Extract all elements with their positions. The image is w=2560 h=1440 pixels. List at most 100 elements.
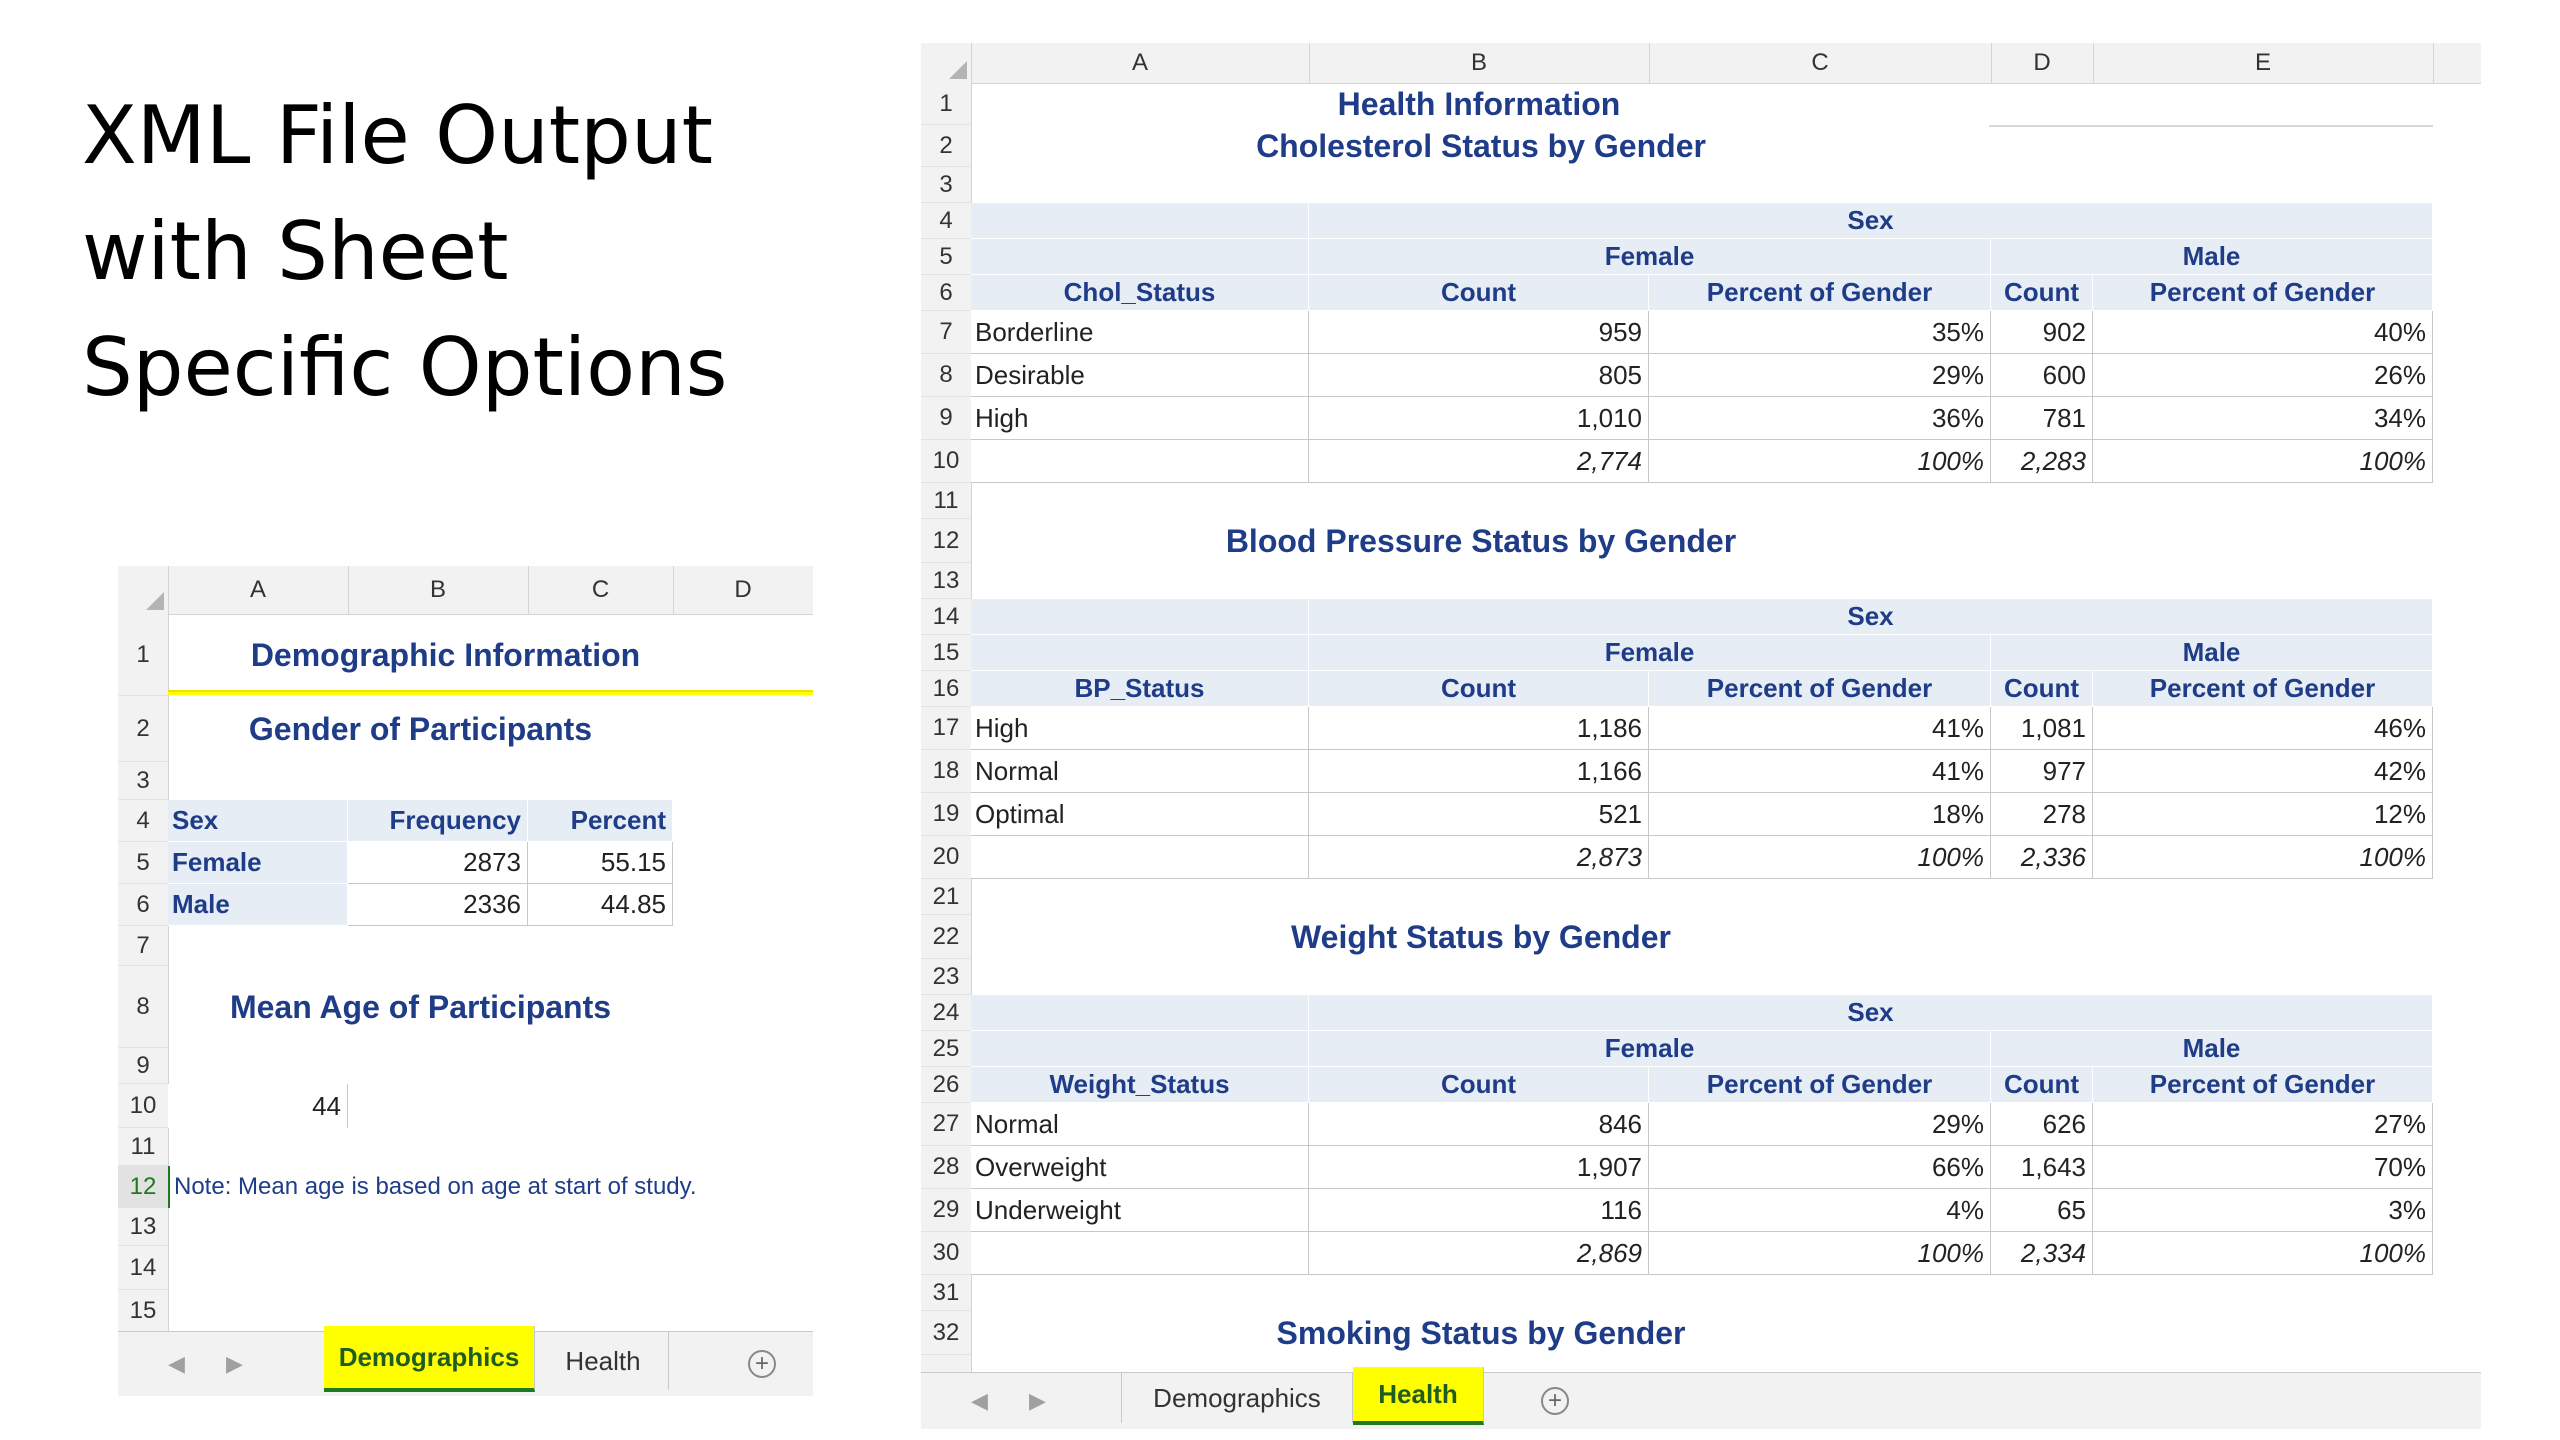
female-count-cell: 1,907 <box>1309 1146 1649 1189</box>
section-title: Blood Pressure Status by Gender <box>1225 522 1737 559</box>
row-header[interactable]: 9 <box>921 397 971 440</box>
tab-health[interactable]: Health <box>538 1332 669 1390</box>
row-header[interactable]: 14 <box>118 1246 168 1290</box>
row-header[interactable]: 15 <box>921 635 971 671</box>
column-header-a[interactable]: A <box>971 43 1310 83</box>
male-percent-cell: 12% <box>2093 793 2433 836</box>
row-header[interactable]: 12 <box>118 1166 168 1208</box>
female-count-cell: 846 <box>1309 1103 1649 1146</box>
column-header-c[interactable]: C <box>1649 43 1992 83</box>
row-header[interactable]: 27 <box>921 1103 971 1146</box>
row-header[interactable]: 3 <box>118 762 168 800</box>
section-title: Weight Status by Gender <box>1291 918 1671 955</box>
column-header-c[interactable]: C <box>528 566 674 614</box>
row-header[interactable]: 20 <box>921 836 971 879</box>
row-header[interactable]: 17 <box>921 707 971 750</box>
female-total-count-cell: 2,873 <box>1309 836 1649 879</box>
section-title: Gender of Participants <box>248 710 593 747</box>
row-header[interactable]: 11 <box>921 483 971 519</box>
row-header[interactable]: 4 <box>921 203 971 239</box>
row-header[interactable]: 23 <box>921 959 971 995</box>
row-header[interactable]: 5 <box>921 239 971 275</box>
male-percent-cell: 3% <box>2093 1189 2433 1232</box>
female-header: Female <box>1309 1031 1991 1067</box>
column-header-a[interactable]: A <box>168 566 349 614</box>
row-header[interactable]: 30 <box>921 1232 971 1275</box>
row-header[interactable]: 2 <box>921 125 971 167</box>
row-header[interactable]: 11 <box>118 1128 168 1166</box>
column-header-d[interactable]: D <box>1991 43 2094 83</box>
sheet-title: Health Information <box>1337 85 1621 122</box>
male-total-percent-cell: 100% <box>2093 440 2433 483</box>
row-label-cell: Overweight <box>971 1146 1309 1189</box>
row-header[interactable]: 28 <box>921 1146 971 1189</box>
add-sheet-icon[interactable]: + <box>748 1350 776 1378</box>
row-header[interactable]: 9 <box>118 1048 168 1084</box>
row-header[interactable]: 29 <box>921 1189 971 1232</box>
row-header[interactable]: 16 <box>921 671 971 707</box>
row-header-gutter: 1 2 3 4 5 6 7 8 9 10 11 12 13 14 15 <box>118 614 169 1332</box>
female-total-percent-cell: 100% <box>1649 440 1991 483</box>
row-header[interactable]: 10 <box>118 1084 168 1128</box>
column-header-b[interactable]: B <box>348 566 529 614</box>
row-header[interactable]: 21 <box>921 879 971 915</box>
tab-scroll-right-icon[interactable]: ▶ <box>1029 1388 1046 1413</box>
select-all-corner[interactable] <box>921 43 972 83</box>
total-label-cell <box>971 1232 1309 1275</box>
tab-demographics[interactable]: Demographics <box>1121 1373 1353 1423</box>
row-header[interactable]: 14 <box>921 599 971 635</box>
row-header[interactable]: 26 <box>921 1067 971 1103</box>
section-title: Smoking Status by Gender <box>1276 1314 1686 1351</box>
sex-header: Sex <box>1309 995 2433 1031</box>
row-header[interactable]: 10 <box>921 440 971 483</box>
row-header[interactable]: 4 <box>118 800 168 842</box>
select-all-corner[interactable] <box>118 566 169 614</box>
row-header[interactable]: 15 <box>118 1290 168 1332</box>
row-header[interactable]: 6 <box>921 275 971 311</box>
add-sheet-icon[interactable]: + <box>1541 1387 1569 1415</box>
male-count-cell: 902 <box>1991 311 2093 354</box>
slide-title: XML File Output with Sheet Specific Opti… <box>82 89 728 414</box>
percent-cell: 55.15 <box>528 842 673 884</box>
gridline <box>1989 125 2433 127</box>
row-label-cell: Desirable <box>971 354 1309 397</box>
column-header-e[interactable]: E <box>2093 43 2434 83</box>
male-total-count-cell: 2,336 <box>1991 836 2093 879</box>
row-header[interactable]: 8 <box>118 966 168 1048</box>
row-header[interactable]: 7 <box>921 311 971 354</box>
column-header-b[interactable]: B <box>1309 43 1650 83</box>
health-sheet-screenshot: A B C D E 1 2 3 4 5 6 7 8 9 10 11 12 13 14 15 16 17 18 19 2… <box>921 43 2481 1429</box>
row-header[interactable]: 3 <box>921 167 971 203</box>
row-header[interactable]: 7 <box>118 926 168 966</box>
row-header[interactable]: 25 <box>921 1031 971 1067</box>
row-header[interactable]: 13 <box>118 1208 168 1246</box>
tab-scroll-right-icon[interactable]: ▶ <box>226 1351 243 1376</box>
row-header[interactable]: 13 <box>921 563 971 599</box>
tab-health[interactable]: Health <box>1353 1367 1484 1425</box>
row-header[interactable]: 1 <box>118 614 168 696</box>
female-count-cell: 1,186 <box>1309 707 1649 750</box>
row-header[interactable]: 8 <box>921 354 971 397</box>
row-header[interactable]: 19 <box>921 793 971 836</box>
row-header[interactable]: 18 <box>921 750 971 793</box>
total-label-cell <box>971 440 1309 483</box>
column-header-bar: A B C D E <box>921 43 2481 84</box>
row-header[interactable]: 5 <box>118 842 168 884</box>
row-header[interactable]: 32 <box>921 1311 971 1355</box>
tab-scroll-left-icon[interactable]: ◀ <box>971 1388 988 1413</box>
male-count-cell: 278 <box>1991 793 2093 836</box>
row-header[interactable]: 22 <box>921 915 971 959</box>
male-percent-cell: 42% <box>2093 750 2433 793</box>
row-header[interactable]: 24 <box>921 995 971 1031</box>
percent-header: Percent of Gender <box>1649 671 1991 707</box>
tab-scroll-left-icon[interactable]: ◀ <box>168 1351 185 1376</box>
row-header[interactable]: 2 <box>118 696 168 762</box>
row-header[interactable]: 1 <box>921 83 971 125</box>
tab-demographics[interactable]: Demographics <box>324 1326 535 1392</box>
column-header-d[interactable]: D <box>734 576 752 603</box>
female-percent-cell: 41% <box>1649 707 1991 750</box>
male-count-cell: 65 <box>1991 1189 2093 1232</box>
row-header[interactable]: 6 <box>118 884 168 926</box>
row-header[interactable]: 31 <box>921 1275 971 1311</box>
row-header[interactable]: 12 <box>921 519 971 563</box>
